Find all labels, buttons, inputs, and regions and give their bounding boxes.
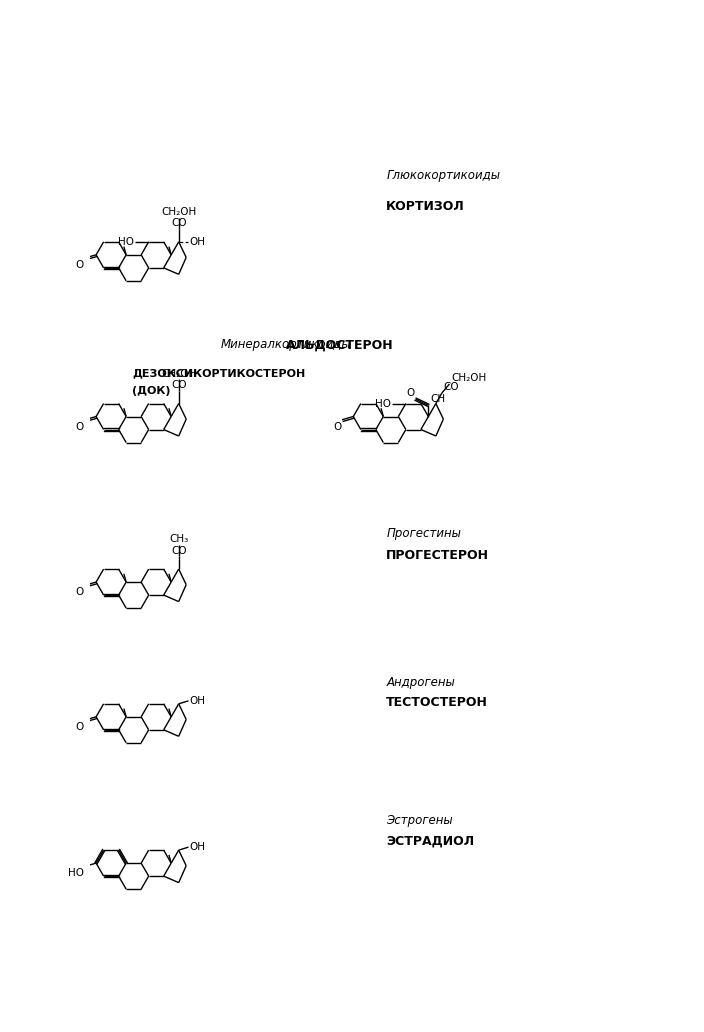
Text: CH₂OH: CH₂OH bbox=[161, 368, 196, 379]
Text: Прогестины: Прогестины bbox=[386, 527, 461, 540]
Text: CH₃: CH₃ bbox=[169, 535, 189, 544]
Text: CO: CO bbox=[171, 219, 187, 228]
Text: CO: CO bbox=[444, 382, 459, 392]
Text: HO: HO bbox=[375, 398, 391, 409]
Text: Минералкортикоиды: Минералкортикоиды bbox=[220, 338, 351, 351]
Text: CO: CO bbox=[171, 546, 187, 555]
Text: CH₂OH: CH₂OH bbox=[161, 207, 196, 217]
Text: Андрогены: Андрогены bbox=[386, 676, 455, 688]
Text: OH: OH bbox=[189, 236, 206, 247]
Text: (ДОК): (ДОК) bbox=[132, 386, 170, 396]
Text: O: O bbox=[76, 722, 84, 732]
Text: O: O bbox=[76, 260, 84, 270]
Text: CH₂OH: CH₂OH bbox=[451, 374, 486, 383]
Text: ДЕЗОКСИКОРТИКОСТЕРОН: ДЕЗОКСИКОРТИКОСТЕРОН bbox=[132, 368, 306, 379]
Text: O: O bbox=[76, 587, 84, 598]
Text: ТЕСТОСТЕРОН: ТЕСТОСТЕРОН bbox=[386, 697, 488, 709]
Text: КОРТИЗОЛ: КОРТИЗОЛ bbox=[386, 200, 465, 213]
Text: ПРОГЕСТЕРОН: ПРОГЕСТЕРОН bbox=[386, 549, 489, 561]
Text: OH: OH bbox=[189, 842, 206, 852]
Text: Глюкокортикоиды: Глюкокортикоиды bbox=[386, 169, 501, 182]
Text: CH: CH bbox=[431, 394, 446, 404]
Text: O: O bbox=[333, 422, 341, 431]
Text: АЛЬДОСТЕРОН: АЛЬДОСТЕРОН bbox=[286, 338, 394, 351]
Text: HO: HO bbox=[118, 236, 134, 247]
Text: O: O bbox=[407, 388, 415, 397]
Text: HO: HO bbox=[68, 868, 84, 877]
Text: Эстрогены: Эстрогены bbox=[386, 814, 453, 828]
Text: OH: OH bbox=[189, 696, 206, 706]
Text: ЭСТРАДИОЛ: ЭСТРАДИОЛ bbox=[386, 835, 474, 848]
Text: CO: CO bbox=[171, 380, 187, 390]
Text: O: O bbox=[76, 422, 84, 431]
